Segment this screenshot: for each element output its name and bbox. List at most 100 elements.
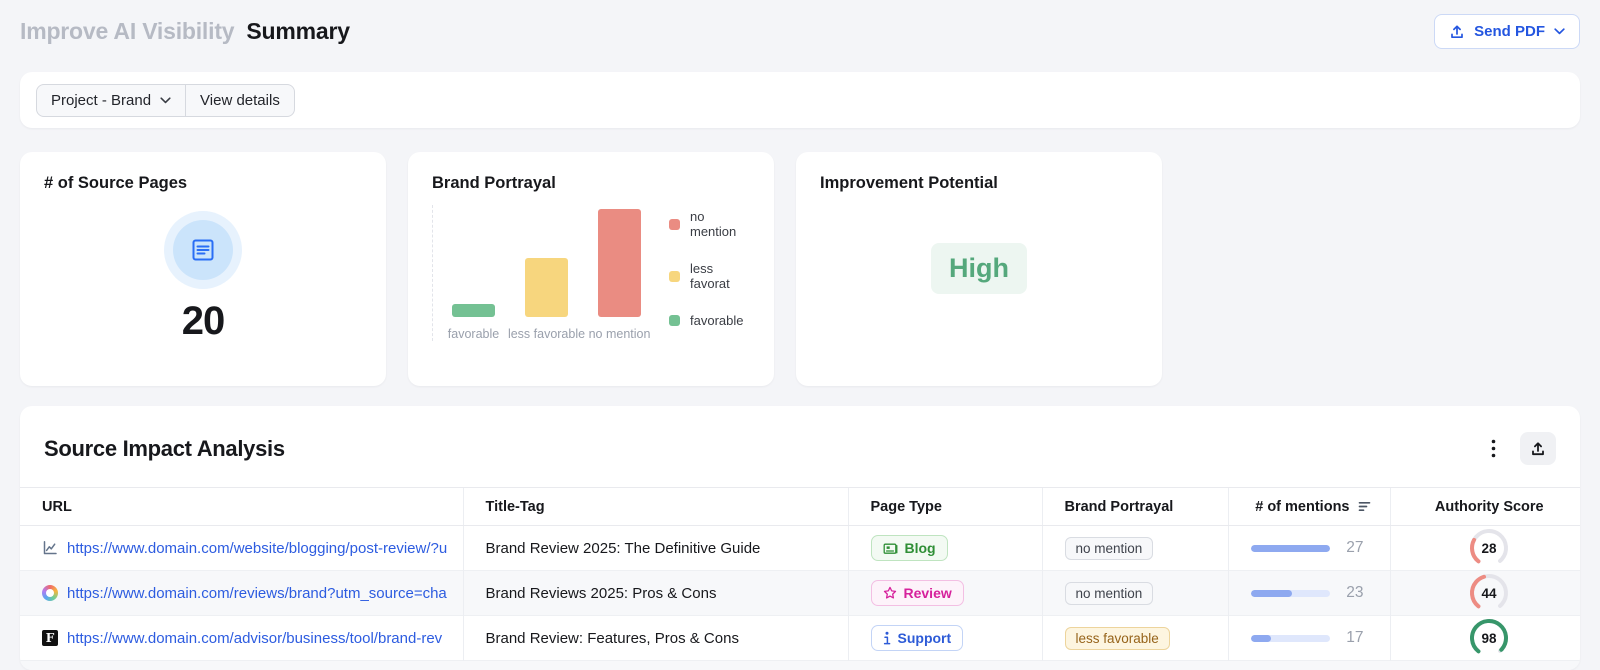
brand-portrayal-plot: favorable less favorable no mention [432, 205, 650, 341]
page-type-badge: Blog [870, 535, 948, 561]
kpi-cards-row: # of Source Pages 20 Brand Portrayal fav… [20, 152, 1580, 386]
authority-gauge-wrap: 28 [1413, 527, 1567, 569]
table-menu-button[interactable] [1485, 435, 1502, 462]
info-icon [883, 631, 890, 645]
mentions-cell: 23 [1250, 584, 1376, 602]
letter-f-favicon: F [42, 630, 58, 646]
blog-icon [883, 543, 897, 554]
column-header-mentions[interactable]: # of mentions [1227, 487, 1390, 526]
authority-score-gauge: 98 [1470, 619, 1509, 657]
document-icon [192, 239, 214, 261]
page-title: Improve AI Visibility Summary [20, 14, 350, 45]
column-header-authority-score: Authority Score [1389, 487, 1580, 526]
svg-text:98: 98 [1482, 631, 1498, 646]
star-icon [883, 586, 896, 599]
improvement-potential-value: High [931, 242, 1027, 294]
improvement-potential-title: Improvement Potential [820, 174, 998, 192]
page-type-badge: Review [870, 580, 964, 606]
chevron-down-icon [1554, 28, 1565, 35]
mentions-cell-container: 23 [1227, 570, 1390, 616]
upload-icon [1451, 24, 1464, 38]
title-tag-cell: Brand Review 2025: The Definitive Guide [462, 525, 848, 571]
mentions-bar-fill [1250, 634, 1272, 642]
authority-gauge-wrap: 44 [1413, 572, 1567, 614]
legend-item: no mention [669, 209, 750, 239]
top-bar: Improve AI Visibility Summary Send PDF [0, 0, 1600, 64]
bar [598, 209, 641, 317]
legend-item: less favorat [669, 261, 750, 291]
url-link[interactable]: https://www.domain.com/website/blogging/… [67, 539, 448, 557]
source-pages-title: # of Source Pages [44, 174, 188, 192]
view-details-button[interactable]: View details [185, 84, 294, 116]
column-header-page-type: Page Type [847, 487, 1042, 526]
url-link[interactable]: https://www.domain.com/reviews/brand?utm… [67, 584, 447, 602]
brand-portrayal-cell: less favorable [1041, 615, 1228, 661]
authority-score-cell: 28 [1389, 525, 1580, 571]
portrayal-badge: no mention [1064, 581, 1154, 605]
source-impact-card: Source Impact Analysis [20, 406, 1580, 670]
mentions-value: 27 [1346, 539, 1364, 556]
mentions-value: 17 [1346, 629, 1364, 646]
mentions-cell-container: 27 [1227, 525, 1390, 571]
source-pages-card: # of Source Pages 20 [20, 152, 386, 386]
mentions-cell: 27 [1250, 539, 1376, 557]
brand-portrayal-chart: favorable less favorable no mention no men… [432, 205, 750, 354]
table-row-partial [20, 660, 1580, 670]
send-pdf-button[interactable]: Send PDF [1434, 14, 1580, 49]
project-selector-dropdown[interactable]: Project - Brand [37, 85, 185, 116]
table-row: https://www.domain.com/website/blogging/… [20, 525, 1580, 571]
legend-swatch [669, 315, 680, 326]
authority-gauge-wrap: 98 [1413, 617, 1567, 659]
improvement-potential-body: High [820, 193, 1138, 343]
portrayal-badge: no mention [1064, 536, 1154, 560]
page-type-cell: Support [847, 615, 1042, 661]
source-impact-header: Source Impact Analysis [20, 406, 1580, 487]
title-tag-cell: Brand Reviews 2025: Pros & Cons [462, 570, 848, 616]
source-impact-table: URL Title-Tag Page Type Brand Portrayal … [20, 487, 1580, 670]
mentions-value: 23 [1346, 584, 1364, 601]
table-actions [1485, 432, 1556, 465]
upload-icon [1532, 441, 1544, 455]
table-row: https://www.domain.com/reviews/brand?utm… [20, 570, 1580, 616]
authority-score-cell: 98 [1389, 615, 1580, 661]
bar-label: no mention [588, 327, 651, 341]
bar-label: less favorable [507, 327, 586, 341]
legend-swatch [669, 218, 680, 230]
legend-label: less favorat [690, 261, 730, 291]
url-cell: https://www.domain.com/website/blogging/… [42, 540, 449, 557]
bar [452, 304, 495, 317]
kebab-icon [1491, 439, 1496, 458]
bar-label: favorable [447, 327, 500, 341]
url-link[interactable]: https://www.domain.com/advisor/business/… [67, 629, 443, 647]
column-header-brand-portrayal: Brand Portrayal [1041, 487, 1228, 526]
page-type-cell: Blog [847, 525, 1042, 571]
url-cell: https://www.domain.com/reviews/brand?utm… [42, 585, 449, 602]
svg-text:44: 44 [1482, 586, 1498, 601]
document-icon-halo [164, 211, 242, 289]
bar-column-less-favorable: less favorable [508, 209, 585, 341]
bar [525, 258, 568, 317]
color-swirl-favicon [42, 585, 58, 601]
table-header-row: URL Title-Tag Page Type Brand Portrayal … [20, 487, 1580, 526]
legend-item: favorable [669, 313, 750, 328]
source-pages-value: 20 [181, 299, 225, 343]
export-button[interactable] [1520, 432, 1556, 465]
url-cell-container: https://www.domain.com/reviews/brand?utm… [20, 571, 463, 616]
page-type-label: Support [897, 630, 952, 646]
svg-text:28: 28 [1482, 541, 1498, 556]
bar-column-no-mention: no mention [589, 209, 650, 341]
legend-label: favorable [690, 313, 744, 328]
url-cell-container: https://www.domain.com/website/blogging/… [20, 526, 463, 571]
authority-score-gauge: 28 [1470, 529, 1509, 567]
mentions-bar [1250, 544, 1330, 552]
legend-swatch [669, 270, 680, 282]
mentions-bar [1250, 589, 1330, 597]
brand-portrayal-cell: no mention [1041, 570, 1228, 616]
page-type-badge: Support [870, 625, 964, 651]
page-type-label: Review [903, 585, 952, 601]
brand-portrayal-card: Brand Portrayal favorable less favorable n… [408, 152, 774, 386]
legend-label: no mention [690, 209, 737, 239]
portrayal-badge: less favorable [1064, 626, 1170, 650]
page-type-label: Blog [904, 540, 936, 556]
